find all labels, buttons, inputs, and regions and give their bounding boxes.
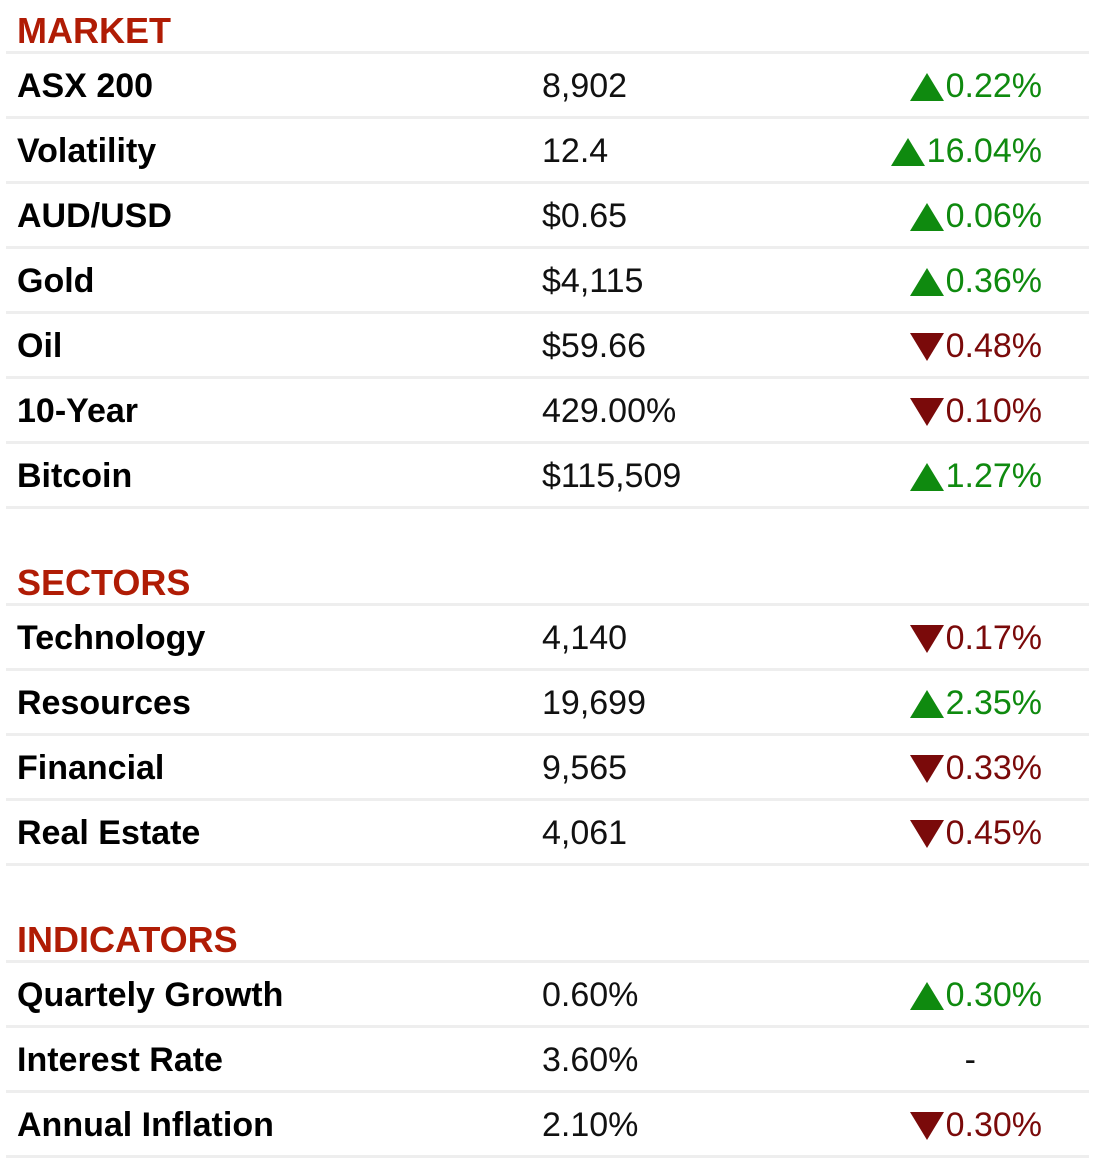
table-row: Bitcoin $115,509 1.27% xyxy=(6,444,1089,509)
row-name: Interest Rate xyxy=(17,1041,223,1079)
triangle-down-icon xyxy=(909,397,944,426)
table-row: ASX 200 8,902 0.22% xyxy=(6,54,1089,119)
row-value: $0.65 xyxy=(542,197,628,235)
triangle-up-icon xyxy=(909,981,944,1010)
row-change: 0.22% xyxy=(909,67,1042,106)
triangle-up-icon xyxy=(909,462,944,491)
change-text: 0.30% xyxy=(945,1106,1042,1144)
section-indicators: INDICATORS Quartely Growth 0.60% 0.30% I… xyxy=(6,909,1089,1158)
row-value: $115,509 xyxy=(542,457,682,495)
triangle-up-icon xyxy=(909,267,944,296)
table-row: Volatility 12.4 16.04% xyxy=(6,119,1089,184)
row-change: 0.30% xyxy=(909,1106,1042,1145)
table-row: Financial 9,565 0.33% xyxy=(6,736,1089,801)
table-row: Annual Inflation 2.10% 0.30% xyxy=(6,1093,1089,1158)
row-change: 0.36% xyxy=(909,262,1042,301)
row-value: 19,699 xyxy=(542,684,646,722)
triangle-up-icon xyxy=(909,72,944,101)
triangle-up-icon xyxy=(890,137,925,166)
row-value: 8,902 xyxy=(542,67,628,105)
row-name: Oil xyxy=(17,327,63,365)
row-value: $4,115 xyxy=(542,262,644,300)
row-name: Financial xyxy=(17,749,165,787)
triangle-down-icon xyxy=(909,819,944,848)
change-text: 0.45% xyxy=(945,814,1042,852)
change-text: - xyxy=(964,1041,976,1079)
section-title: INDICATORS xyxy=(6,909,1089,963)
row-name: Annual Inflation xyxy=(17,1106,274,1144)
row-change: - xyxy=(965,1041,976,1080)
table-row: Resources 19,699 2.35% xyxy=(6,671,1089,736)
row-change: 0.48% xyxy=(909,327,1042,366)
row-name: Resources xyxy=(17,684,191,722)
market-summary: MARKET ASX 200 8,902 0.22% Volatility 12… xyxy=(6,0,1089,1158)
row-name: Technology xyxy=(17,619,206,657)
row-value: 2.10% xyxy=(542,1106,639,1144)
row-value: 3.60% xyxy=(542,1041,639,1079)
change-text: 1.27% xyxy=(945,457,1042,495)
section-spacer xyxy=(6,509,1089,552)
section-spacer xyxy=(6,866,1089,909)
row-value: 9,565 xyxy=(542,749,628,787)
table-row: AUD/USD $0.65 0.06% xyxy=(6,184,1089,249)
row-value: 0.60% xyxy=(542,976,639,1014)
triangle-up-icon xyxy=(909,689,944,718)
section-heading: INDICATORS xyxy=(17,919,238,960)
table-row: Quartely Growth 0.60% 0.30% xyxy=(6,963,1089,1028)
row-value: 4,140 xyxy=(542,619,628,657)
section-market: MARKET ASX 200 8,902 0.22% Volatility 12… xyxy=(6,0,1089,509)
row-change: 0.33% xyxy=(909,749,1042,788)
section-heading: SECTORS xyxy=(17,562,191,603)
change-text: 0.48% xyxy=(945,327,1042,365)
row-change: 0.30% xyxy=(909,976,1042,1015)
change-text: 0.22% xyxy=(945,67,1042,105)
row-name: AUD/USD xyxy=(17,197,172,235)
table-row: Oil $59.66 0.48% xyxy=(6,314,1089,379)
change-text: 2.35% xyxy=(945,684,1042,722)
section-title: SECTORS xyxy=(6,552,1089,606)
section-heading: MARKET xyxy=(17,10,171,51)
change-text: 0.36% xyxy=(945,262,1042,300)
table-row: Technology 4,140 0.17% xyxy=(6,606,1089,671)
row-change: 0.17% xyxy=(909,619,1042,658)
row-name: Gold xyxy=(17,262,95,300)
change-text: 0.10% xyxy=(945,392,1042,430)
row-value: 12.4 xyxy=(542,132,609,170)
triangle-down-icon xyxy=(909,332,944,361)
row-name: Bitcoin xyxy=(17,457,133,495)
section-sectors: SECTORS Technology 4,140 0.17% Resources… xyxy=(6,552,1089,866)
triangle-up-icon xyxy=(909,202,944,231)
row-change: 0.10% xyxy=(909,392,1042,431)
table-row: 10-Year 429.00% 0.10% xyxy=(6,379,1089,444)
triangle-down-icon xyxy=(909,624,944,653)
row-name: Quartely Growth xyxy=(17,976,284,1014)
change-text: 0.30% xyxy=(945,976,1042,1014)
triangle-down-icon xyxy=(909,754,944,783)
row-change: 0.06% xyxy=(909,197,1042,236)
row-value: 4,061 xyxy=(542,814,628,852)
change-text: 0.17% xyxy=(945,619,1042,657)
change-text: 16.04% xyxy=(926,132,1042,170)
change-text: 0.06% xyxy=(945,197,1042,235)
row-name: 10-Year xyxy=(17,392,138,430)
table-row: Real Estate 4,061 0.45% xyxy=(6,801,1089,866)
row-name: Volatility xyxy=(17,132,157,170)
table-row: Gold $4,115 0.36% xyxy=(6,249,1089,314)
triangle-down-icon xyxy=(909,1111,944,1140)
row-change: 1.27% xyxy=(909,457,1042,496)
row-change: 2.35% xyxy=(909,684,1042,723)
table-row: Interest Rate 3.60% - xyxy=(6,1028,1089,1093)
change-text: 0.33% xyxy=(945,749,1042,787)
row-change: 0.45% xyxy=(909,814,1042,853)
row-change: 16.04% xyxy=(890,132,1042,171)
row-value: $59.66 xyxy=(542,327,646,365)
row-value: 429.00% xyxy=(542,392,677,430)
row-name: ASX 200 xyxy=(17,67,154,105)
section-title: MARKET xyxy=(6,0,1089,54)
row-name: Real Estate xyxy=(17,814,201,852)
